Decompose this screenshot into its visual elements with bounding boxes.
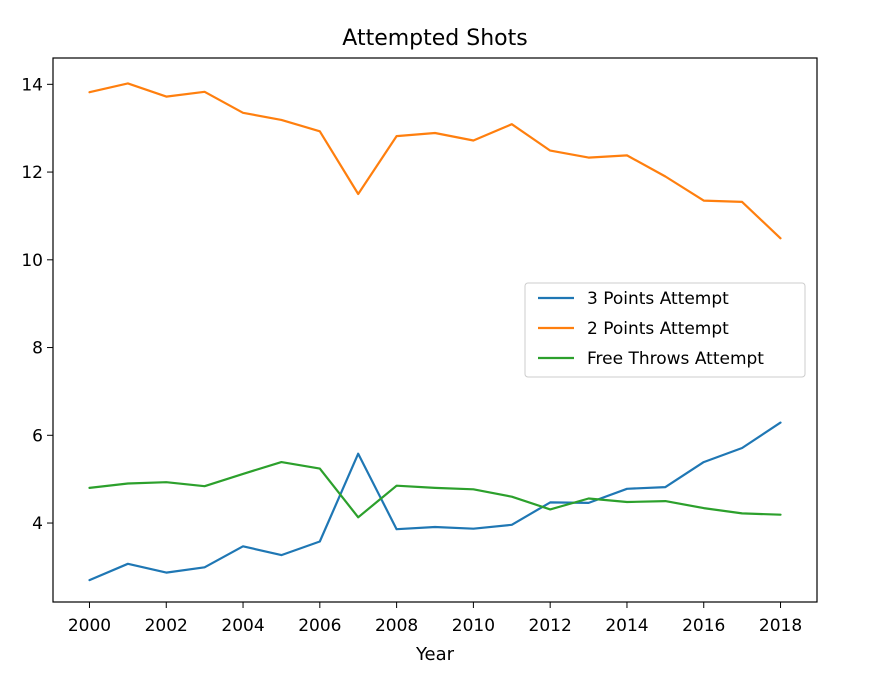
y-tick-label: 12 <box>21 163 43 183</box>
x-tick-label: 2012 <box>529 616 572 636</box>
chart-title: Attempted Shots <box>342 26 527 51</box>
x-tick-label: 2002 <box>145 616 188 636</box>
series-line-2-points-attempt <box>88 82 782 240</box>
x-tick-label: 2000 <box>68 616 111 636</box>
legend: 3 Points Attempt 2 Points Attempt Free Thr… <box>524 282 806 378</box>
x-tick-label: 2014 <box>605 616 648 636</box>
legend-label-2-points-attempt: 2 Points Attempt <box>587 319 729 339</box>
legend-label-3-points-attempt: 3 Points Attempt <box>587 289 729 309</box>
y-tick-label: 8 <box>32 339 43 359</box>
series-line-free-throws-attempt <box>88 461 782 519</box>
legend-box <box>524 282 806 378</box>
y-tick-label: 10 <box>21 251 43 271</box>
x-axis-label: Year <box>415 644 455 665</box>
x-tick-label: 2006 <box>298 616 341 636</box>
y-axis-ticks: 4 6 8 10 12 14 <box>21 75 53 534</box>
series-layer <box>88 82 782 582</box>
y-tick-label: 4 <box>32 514 43 534</box>
y-tick-label: 14 <box>21 75 43 95</box>
x-tick-label: 2004 <box>221 616 264 636</box>
plot-frame <box>52 57 818 603</box>
legend-label-free-throws-attempt: Free Throws Attempt <box>587 349 764 369</box>
x-tick-label: 2008 <box>375 616 418 636</box>
x-tick-label: 2010 <box>452 616 495 636</box>
x-tick-label: 2018 <box>759 616 802 636</box>
series-line-3-points-attempt <box>88 421 782 582</box>
y-tick-label: 6 <box>32 426 43 446</box>
x-tick-label: 2016 <box>682 616 725 636</box>
x-axis-ticks: 2000 2002 2004 2006 2008 2010 2012 2014 2016 2018 <box>68 602 802 636</box>
